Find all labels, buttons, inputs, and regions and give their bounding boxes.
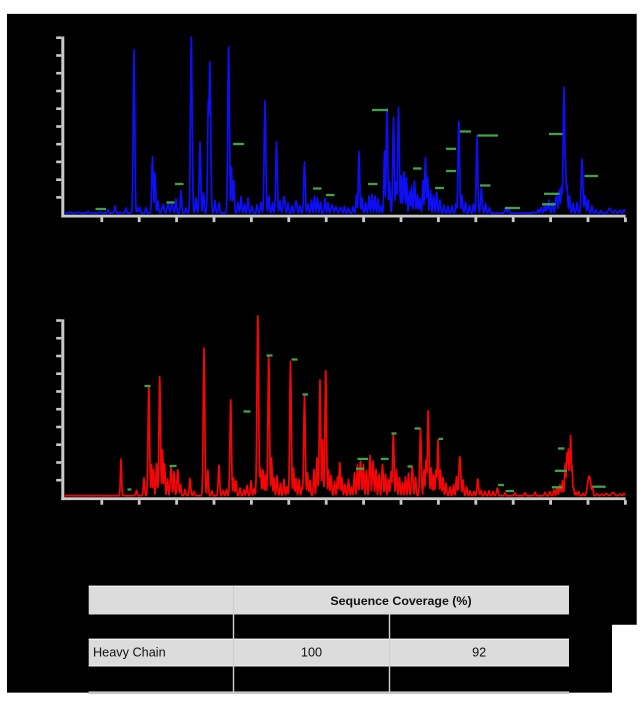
svg-text:Sequence Coverage (%): Sequence Coverage (%) (330, 594, 471, 608)
svg-text:92: 92 (472, 646, 486, 660)
svg-text:Heavy Chain: Heavy Chain (93, 646, 166, 660)
svg-text:100: 100 (301, 646, 322, 660)
